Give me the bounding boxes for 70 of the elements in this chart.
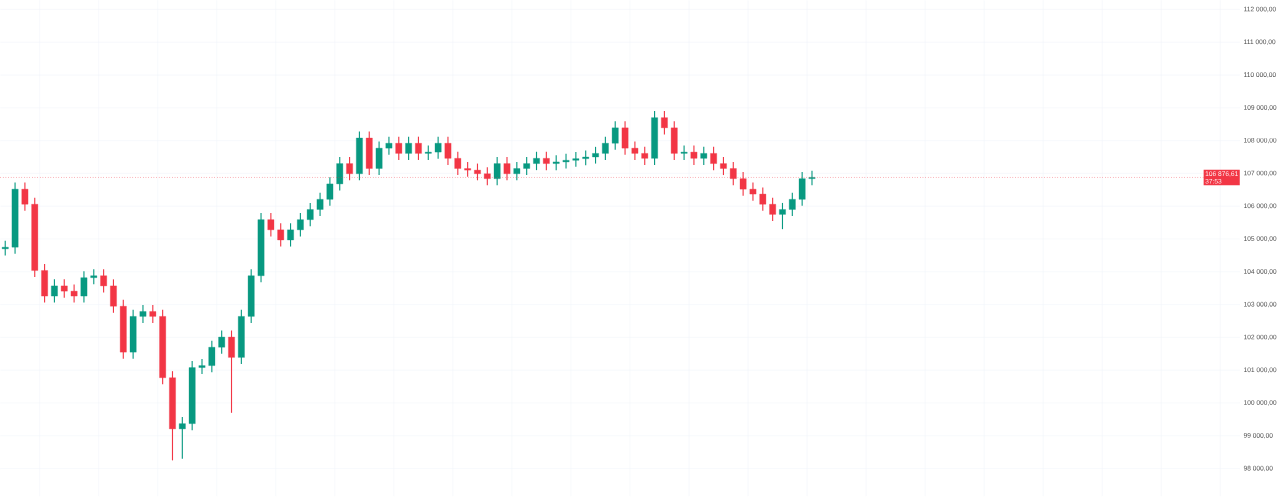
- candlestick: [149, 304, 157, 324]
- candlestick: [415, 136, 422, 161]
- candlestick: [680, 144, 688, 161]
- candlestick: [661, 110, 668, 135]
- candlestick: [326, 176, 334, 207]
- candlestick: [129, 309, 137, 360]
- candlestick: [208, 340, 216, 373]
- candlestick: [218, 329, 225, 355]
- candlestick: [228, 329, 235, 414]
- candlestick: [110, 278, 117, 314]
- candlestick: [454, 151, 462, 176]
- candlestick: [385, 136, 393, 156]
- candlestick: [60, 278, 68, 299]
- candlestick: [651, 110, 658, 166]
- candlestick: [572, 151, 580, 168]
- candlestick: [670, 120, 678, 161]
- candlestick: [434, 136, 442, 160]
- candlestick: [700, 146, 708, 166]
- candlestick: [31, 197, 39, 278]
- candlestick: [720, 156, 727, 176]
- candlestick: [51, 278, 58, 304]
- candlestick: [789, 192, 796, 217]
- candlestick: [444, 136, 452, 166]
- candlestick: [759, 186, 767, 212]
- candlestick: [316, 192, 324, 217]
- candlestick: [375, 140, 383, 176]
- candlestick: [641, 146, 649, 166]
- candlestick: [287, 222, 294, 248]
- candlestick: [297, 212, 304, 237]
- candlestick: [41, 263, 48, 304]
- candlestick: [306, 202, 314, 227]
- candlestick: [238, 309, 245, 365]
- candlestick: [159, 309, 166, 385]
- candlestick: [405, 136, 412, 161]
- candlestick: [188, 360, 196, 431]
- candlestick: [119, 299, 127, 360]
- candlestick: [247, 268, 255, 324]
- candlestick: [21, 181, 29, 212]
- candlestick: [690, 144, 698, 166]
- candlestick: [562, 153, 570, 169]
- candlestick: [336, 156, 344, 191]
- candlestick: [631, 140, 639, 161]
- candlestick: [798, 171, 806, 207]
- candlestick: [198, 358, 206, 375]
- candlestick: [277, 222, 285, 248]
- candlestick: [533, 151, 540, 171]
- candlestick: [611, 120, 619, 151]
- candlestick: [523, 156, 530, 176]
- candlestick: [80, 270, 88, 304]
- candlestick: [395, 136, 403, 161]
- candlestick: [267, 212, 275, 237]
- candlestick: [769, 197, 776, 222]
- candlestick: [70, 283, 78, 304]
- candlestick: [356, 130, 363, 181]
- candlestick: [257, 212, 265, 283]
- candlestick: [710, 146, 717, 171]
- candlestick: [808, 170, 816, 186]
- candlestick: [543, 151, 550, 171]
- candlestick: [493, 156, 501, 186]
- candlestick: [513, 161, 521, 181]
- candlestick: [11, 181, 19, 255]
- candlestick: [139, 304, 147, 324]
- candlestick: [621, 120, 629, 156]
- candlestick: [169, 370, 176, 461]
- candlestick: [100, 268, 107, 293]
- candlestick: [602, 136, 609, 161]
- candlestick: [749, 181, 757, 202]
- candlestick: [179, 416, 186, 460]
- candlestick: [365, 130, 373, 176]
- candlestick: [779, 202, 786, 230]
